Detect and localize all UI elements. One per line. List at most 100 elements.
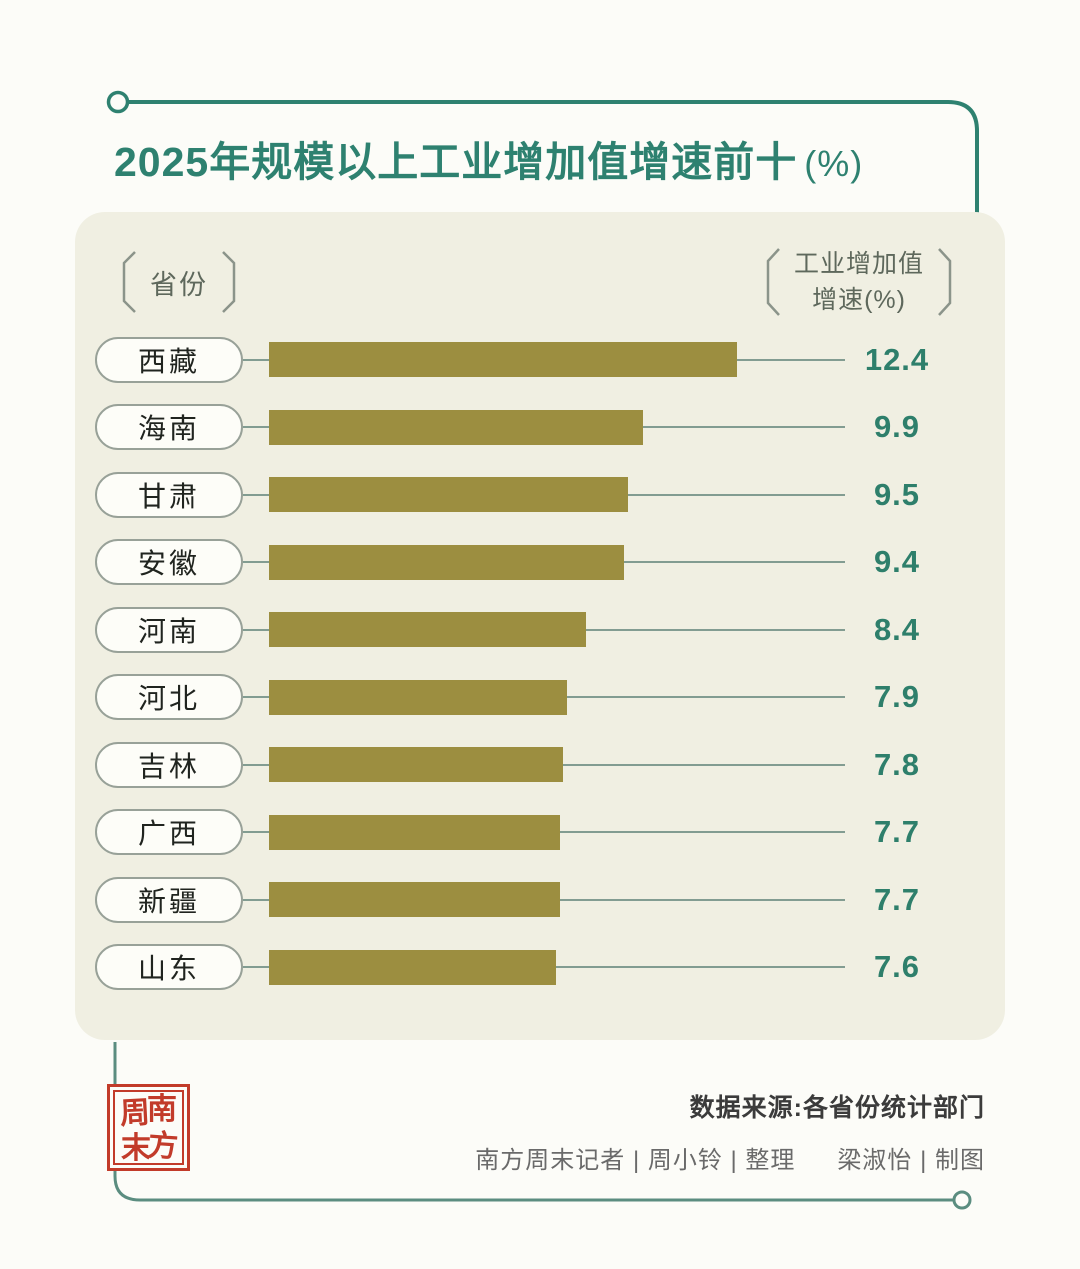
southern-weekly-seal-logo: 周 南 末 方 xyxy=(107,1084,190,1171)
chart-row: 广西 7.7 xyxy=(95,799,990,867)
value-bar xyxy=(269,477,628,513)
value-leader-line xyxy=(642,426,845,429)
value-header-label: 工业增加值 增速(%) xyxy=(794,250,925,315)
pill-bar-connector-line xyxy=(243,763,269,766)
province-pill: 吉林 xyxy=(95,741,243,788)
province-label: 新疆 xyxy=(137,885,200,917)
pill-bar-connector-line xyxy=(243,358,269,361)
value-label: 8.4 xyxy=(873,611,921,647)
pill-bar-connector-line xyxy=(243,696,269,699)
province-pill: 河南 xyxy=(95,606,243,653)
bar-area xyxy=(269,612,845,648)
top-decor-line xyxy=(106,90,979,213)
bar-area xyxy=(269,409,845,445)
left-bracket-icon xyxy=(766,248,780,317)
right-bracket-icon xyxy=(222,251,236,313)
province-label: 安徽 xyxy=(137,548,200,580)
pill-bar-connector-line xyxy=(243,966,269,969)
page-title: 2025年规模以上工业增加值增速前十 (%) xyxy=(114,128,863,188)
value-label: 9.4 xyxy=(873,544,921,580)
value-label: 9.9 xyxy=(873,409,921,445)
chart-row: 新疆 7.7 xyxy=(95,866,990,934)
value-leader-line xyxy=(559,898,845,901)
province-pill: 西藏 xyxy=(95,336,243,383)
value-label: 12.4 xyxy=(864,341,930,377)
value-label: 7.8 xyxy=(873,746,921,782)
value-label: 9.5 xyxy=(873,476,921,512)
category-header-label: 省份 xyxy=(150,269,208,300)
left-bracket-icon xyxy=(122,251,136,313)
value-label: 7.7 xyxy=(873,814,921,850)
value-leader-line xyxy=(563,763,845,766)
chart-row: 西藏 12.4 xyxy=(95,326,990,394)
province-label: 河北 xyxy=(137,683,200,715)
title-text: 2025年规模以上工业增加值增速前十 xyxy=(114,139,798,185)
chart-row: 安徽 9.4 xyxy=(95,529,990,597)
value-bar xyxy=(269,814,560,850)
province-label: 吉林 xyxy=(137,750,200,782)
value-leader-line xyxy=(559,831,845,834)
province-pill: 广西 xyxy=(95,809,243,856)
bar-area xyxy=(269,882,845,918)
province-label: 河南 xyxy=(137,615,200,647)
value-column-header: 工业增加值 增速(%) xyxy=(763,246,955,319)
bottom-decor-line xyxy=(113,1042,972,1210)
province-pill: 河北 xyxy=(95,674,243,721)
province-pill: 新疆 xyxy=(95,876,243,923)
credits-text: 南方周末记者 | 周小铃 | 整理 梁淑怡 | 制图 xyxy=(475,1140,985,1175)
chart-row: 河北 7.9 xyxy=(95,664,990,732)
value-bar xyxy=(269,409,643,445)
bar-area xyxy=(269,477,845,513)
bar-area xyxy=(269,342,845,378)
footer-text-block: 数据来源:各省份统计部门 南方周末记者 | 周小铃 | 整理 梁淑怡 | 制图 xyxy=(475,1088,985,1175)
pill-bar-connector-line xyxy=(243,628,269,631)
seal-char: 方 xyxy=(146,1128,180,1165)
province-pill: 山东 xyxy=(95,944,243,991)
chart-row: 山东 7.6 xyxy=(95,934,990,1002)
title-unit-suffix: (%) xyxy=(804,143,864,184)
category-column-header: 省份 xyxy=(119,250,239,314)
value-bar xyxy=(269,544,624,580)
province-pill: 海南 xyxy=(95,404,243,451)
chart-row: 甘肃 9.5 xyxy=(95,461,990,529)
chart-row: 河南 8.4 xyxy=(95,596,990,664)
province-label: 甘肃 xyxy=(137,480,200,512)
bar-area xyxy=(269,747,845,783)
chart-rows: 西藏 12.4 海南 9.9 甘肃 9.5 安徽 xyxy=(95,326,990,1001)
seal-char: 南 xyxy=(147,1093,177,1126)
value-label: 7.7 xyxy=(873,881,921,917)
right-bracket-icon xyxy=(938,248,952,317)
credits-reporter: 南方周末记者 | 周小铃 | 整理 xyxy=(475,1147,796,1174)
pill-bar-connector-line xyxy=(243,831,269,834)
bar-area xyxy=(269,949,845,985)
value-bar xyxy=(269,949,556,985)
province-pill: 安徽 xyxy=(95,539,243,586)
seal-char: 末 xyxy=(121,1132,151,1165)
chart-panel: 省份 工业增加值 增速(%) 西藏 12.4 海南 xyxy=(75,212,1005,1040)
value-bar xyxy=(269,679,568,715)
chart-row: 吉林 7.8 xyxy=(95,731,990,799)
value-bar xyxy=(269,747,564,783)
value-leader-line xyxy=(567,696,845,699)
province-label: 山东 xyxy=(137,953,200,985)
pill-bar-connector-line xyxy=(243,898,269,901)
value-bar xyxy=(269,612,586,648)
value-bar xyxy=(269,342,737,378)
province-label: 海南 xyxy=(137,413,200,445)
chart-row: 海南 9.9 xyxy=(95,394,990,462)
value-label: 7.9 xyxy=(873,679,921,715)
bar-area xyxy=(269,544,845,580)
value-label: 7.6 xyxy=(873,949,921,985)
province-label: 西藏 xyxy=(137,345,200,377)
pill-bar-connector-line xyxy=(243,561,269,564)
value-leader-line xyxy=(737,358,845,361)
value-bar xyxy=(269,882,560,918)
province-pill: 甘肃 xyxy=(95,471,243,518)
pill-bar-connector-line xyxy=(243,493,269,496)
bar-area xyxy=(269,814,845,850)
bar-area xyxy=(269,679,845,715)
data-source-text: 数据来源:各省份统计部门 xyxy=(689,1094,985,1122)
province-label: 广西 xyxy=(137,818,200,850)
